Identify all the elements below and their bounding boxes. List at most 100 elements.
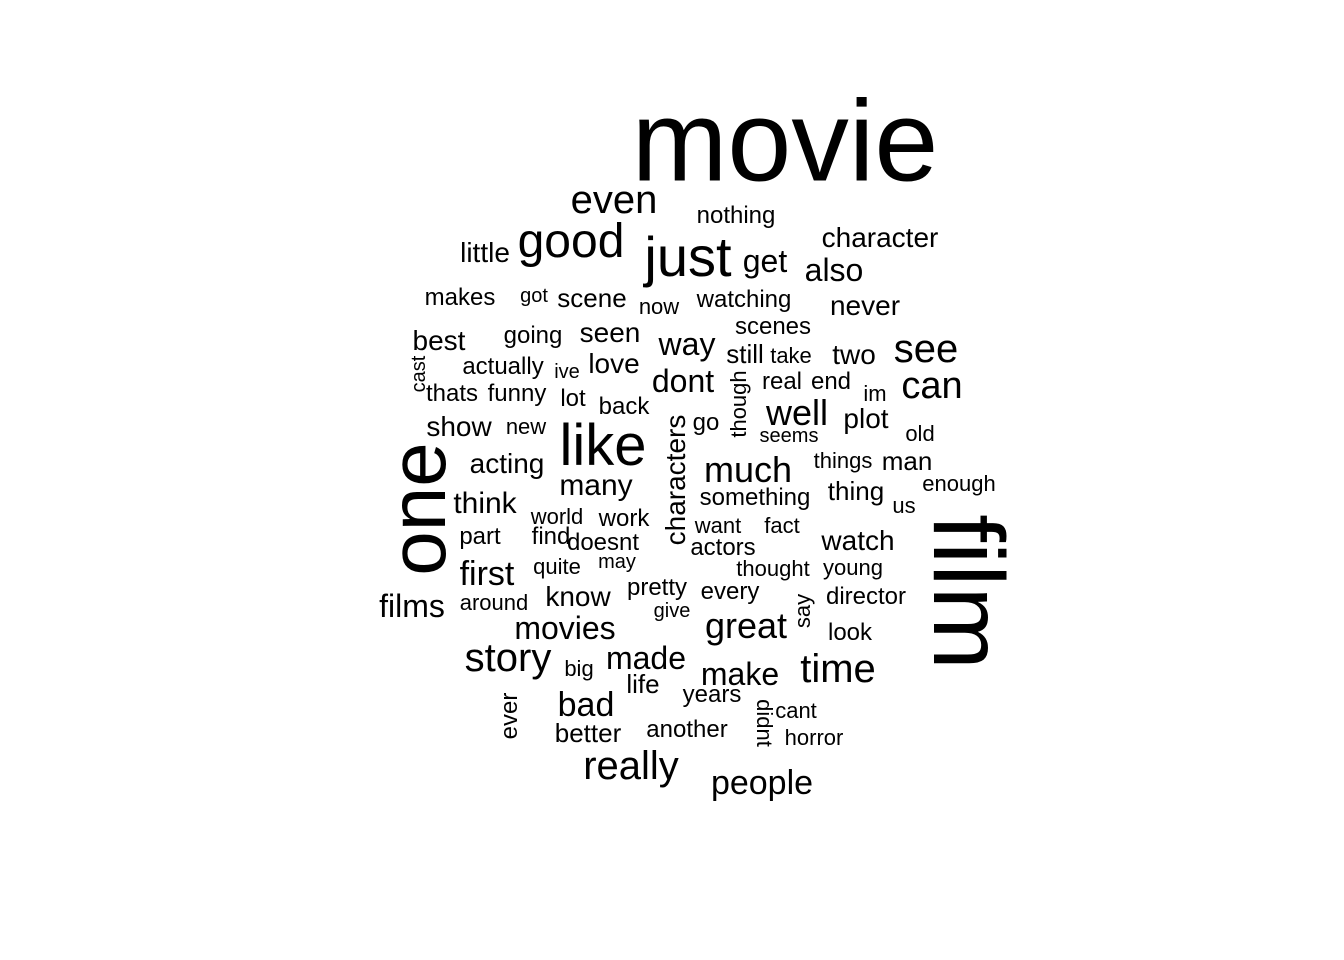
word-even: even [570,178,658,222]
word-work: work [598,505,650,532]
word-fact: fact [764,513,800,538]
word-cant: cant [775,698,817,723]
word-give: give [653,600,691,622]
word-say: say [790,593,815,629]
word-actually: actually [462,353,544,380]
word-can: can [901,365,963,407]
word-part: part [459,523,501,550]
word-around: around [459,590,529,615]
word-like: like [559,413,647,478]
word-man: man [881,446,933,476]
word-go: go [692,409,720,436]
word-want: want [694,513,742,538]
word-watch: watch [821,525,895,556]
word-back: back [598,393,650,420]
word-ever: ever [496,692,523,740]
word-story: story [464,636,552,680]
word-two: two [832,339,876,370]
word-old: old [905,421,935,446]
word-know: know [545,581,611,612]
word-way: way [658,326,716,362]
word-didnt: didnt [752,699,777,747]
word-made: made [605,640,687,676]
word-still: still [726,339,764,369]
word-dont: dont [651,363,715,399]
word-director: director [825,583,907,610]
word-good: good [517,215,625,268]
word-thing: thing [827,476,885,506]
word-seems: seems [759,425,819,447]
word-things: things [813,448,873,473]
word-little: little [460,237,510,268]
word-character: character [821,222,939,253]
word-another: another [646,716,728,743]
word-scene: scene [557,283,627,313]
word-love: love [588,348,640,379]
word-never: never [829,290,901,321]
word-think: think [453,487,517,520]
word-great: great [704,605,788,646]
word-nothing: nothing [696,202,776,229]
word-take: take [770,343,812,368]
word-movies: movies [514,610,616,646]
word-makes: makes [424,284,496,311]
word-actors: actors [690,534,756,561]
word-quite: quite [533,554,581,579]
word-really: really [583,744,679,788]
word-better: better [554,718,622,748]
word-life: life [626,669,660,699]
word-first: first [459,555,515,593]
word-seen: seen [579,317,641,348]
word-bad: bad [557,686,615,724]
word-also: also [804,252,864,288]
word-doesnt: doesnt [566,529,640,556]
word-pretty: pretty [626,574,688,601]
word-lot: lot [560,385,586,412]
word-film: film [912,514,1024,670]
word-us: us [892,493,916,518]
word-thought: thought [736,556,810,581]
word-cast: cast [408,355,430,393]
word-horror: horror [784,725,844,750]
word-time: time [800,647,876,691]
word-show: show [426,411,492,442]
word-people: people [710,764,814,802]
word-plot: plot [843,403,889,434]
word-funny: funny [487,380,547,407]
word-big: big [564,656,594,681]
word-look: look [827,619,873,646]
word-movie: movie [631,77,939,206]
word-see: see [893,327,959,371]
word-scenes: scenes [734,313,812,340]
word-years: years [682,681,742,708]
word-thats: thats [425,380,479,407]
word-got: got [520,285,548,307]
word-ive: ive [554,361,580,383]
word-one: one [373,442,462,576]
word-new: new [505,414,547,439]
word-im: im [863,381,887,406]
word-films: films [379,588,445,624]
word-though: though [726,370,751,438]
word-characters: characters [660,414,691,546]
word-much: much [703,449,793,490]
word-well: well [765,392,829,433]
word-find: find [531,523,571,550]
word-going: going [503,322,563,349]
word-many: many [559,469,633,502]
word-acting: acting [469,448,545,479]
word-end: end [810,368,852,395]
word-real: real [761,368,803,395]
word-now: now [638,294,680,319]
word-best: best [412,325,466,356]
word-enough: enough [922,471,996,496]
word-every: every [700,578,760,605]
word-make: make [700,656,780,692]
word-may: may [598,551,636,573]
word-world: world [530,504,584,529]
word-just: just [644,225,732,288]
word-get: get [742,243,788,279]
word-young: young [823,555,883,580]
word-something: something [699,484,811,511]
